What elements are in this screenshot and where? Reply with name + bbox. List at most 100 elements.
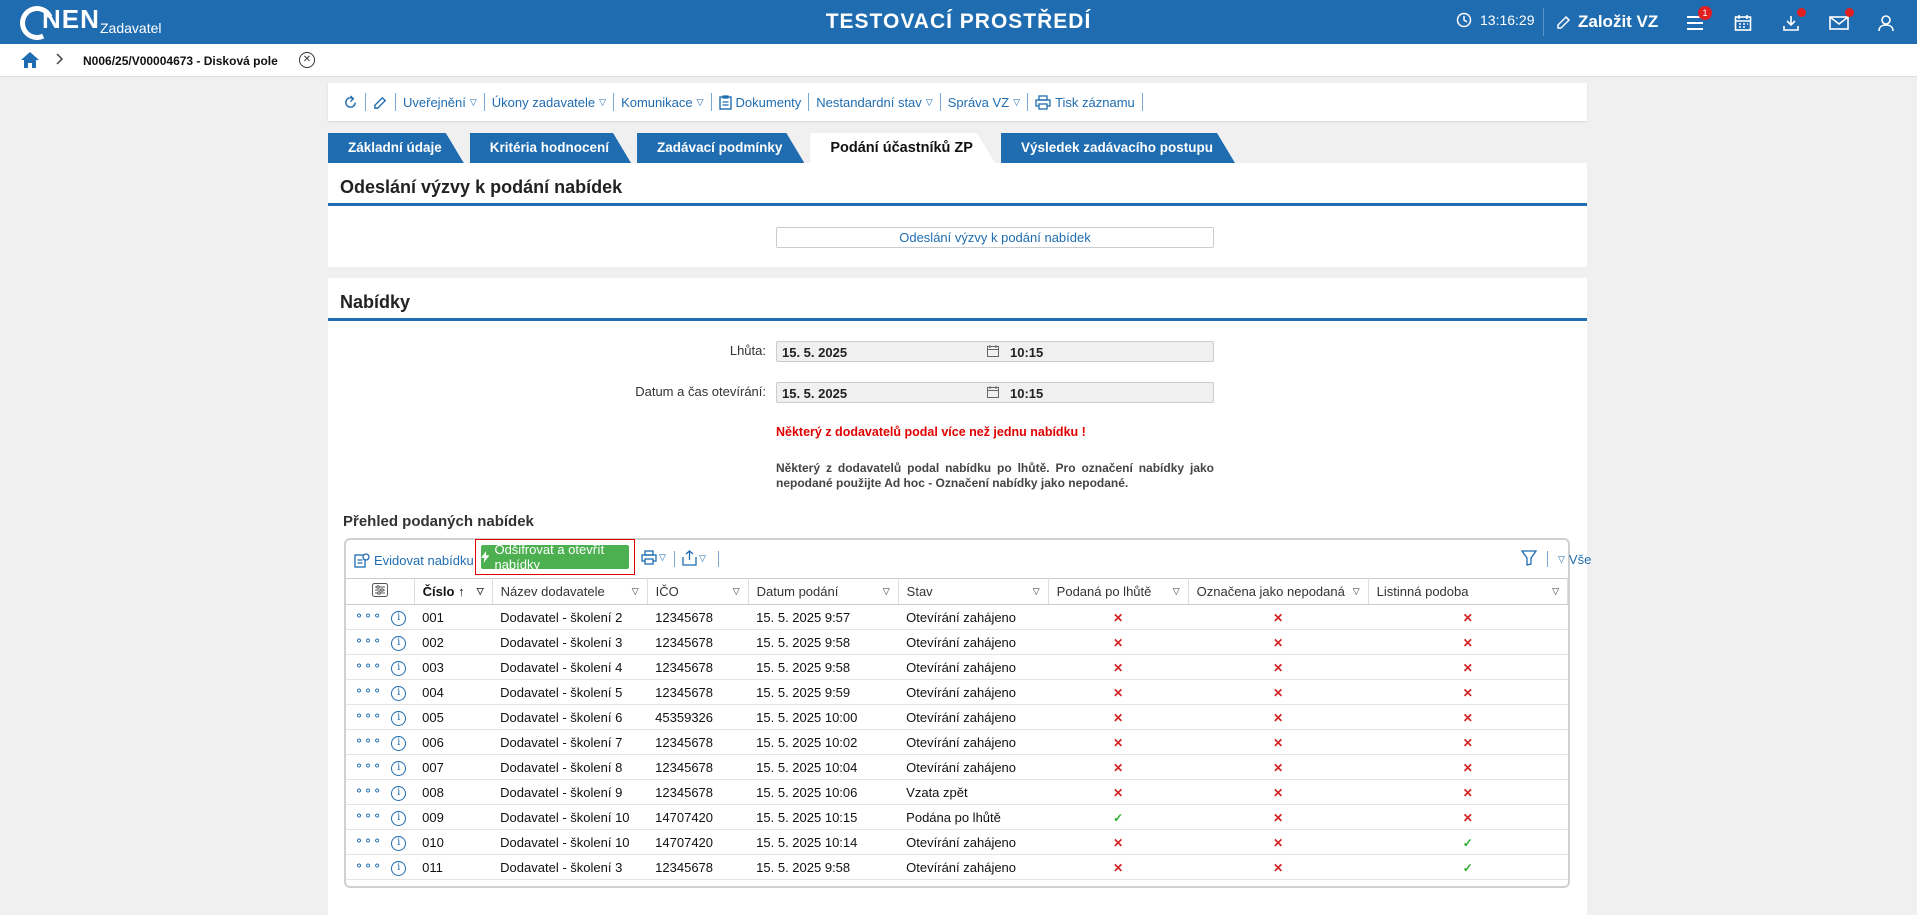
decrypt-open-button[interactable]: Odšifrovat a otevřít nabídky <box>481 542 629 572</box>
toolbar-divider <box>1141 93 1143 111</box>
offers-grid: Evidovat nabídku Odšifrovat a otevřít na… <box>344 538 1591 888</box>
tab-evaluation-criteria[interactable]: Kritéria hodnocení <box>470 133 631 163</box>
tab-tender-conditions[interactable]: Zadávací podmínky <box>637 133 804 163</box>
manage-menu[interactable]: Správa VZ ▽ <box>941 93 1027 111</box>
column-filter-icon[interactable]: ▽ <box>1352 586 1360 596</box>
more-options-icon[interactable]: ⚬⚬⚬ <box>354 834 382 848</box>
print-menu[interactable]: ▽ <box>641 550 666 565</box>
table-row[interactable]: ⚬⚬⚬ i 009 Dodavatel - školení 10 14707420 15.… <box>346 804 1568 830</box>
info-icon[interactable]: i <box>391 661 407 676</box>
documents-button[interactable]: Dokumenty <box>712 93 809 111</box>
print-record-button[interactable]: Tisk záznamu <box>1028 93 1142 111</box>
more-options-icon[interactable]: ⚬⚬⚬ <box>354 809 382 823</box>
row-actions: ⚬⚬⚬ i <box>346 679 415 705</box>
cross-icon: ✕ <box>1113 760 1124 775</box>
actions-menu[interactable]: Úkony zadavatele ▽ <box>485 93 613 111</box>
calendar-button[interactable] <box>1730 10 1756 36</box>
more-options-icon[interactable]: ⚬⚬⚬ <box>354 684 382 698</box>
send-invitation-button[interactable]: Odeslání výzvy k podání nabídek <box>776 227 1214 248</box>
table-row[interactable]: ⚬⚬⚬ i 001 Dodavatel - školení 2 12345678 15. … <box>346 604 1568 630</box>
col-not-submitted-label: Označena jako nepodaná <box>1196 584 1345 599</box>
row-actions: ⚬⚬⚬ i <box>346 654 415 680</box>
info-icon[interactable]: i <box>391 861 407 876</box>
table-row[interactable]: ⚬⚬⚬ i 006 Dodavatel - školení 7 12345678 15. … <box>346 729 1568 755</box>
communication-menu[interactable]: Komunikace ▽ <box>614 93 710 111</box>
column-filter-icon[interactable]: ▽ <box>1032 586 1040 596</box>
cell-status: Otevírání zahájeno <box>898 729 1049 755</box>
info-icon[interactable]: i <box>391 711 407 726</box>
info-icon[interactable]: i <box>391 736 407 751</box>
breadcrumb-current[interactable]: N006/25/V00004673 - Disková pole <box>83 54 278 68</box>
row-actions: ⚬⚬⚬ i <box>346 629 415 655</box>
refresh-button[interactable] <box>336 93 365 111</box>
col-ico[interactable]: IČO ▽ <box>647 578 749 605</box>
table-row[interactable]: ⚬⚬⚬ i 007 Dodavatel - školení 8 12345678 15. … <box>346 754 1568 780</box>
more-options-icon[interactable]: ⚬⚬⚬ <box>354 759 382 773</box>
info-icon[interactable]: i <box>391 811 407 826</box>
close-icon[interactable]: ✕ <box>299 52 315 68</box>
more-options-icon[interactable]: ⚬⚬⚬ <box>354 634 382 648</box>
table-row[interactable]: ⚬⚬⚬ i 011 Dodavatel - školení 3 12345678 15. … <box>346 854 1568 880</box>
info-icon[interactable]: i <box>391 611 407 626</box>
table-row[interactable]: ⚬⚬⚬ i 010 Dodavatel - školení 10 14707420 15.… <box>346 829 1568 855</box>
column-filter-icon[interactable]: ▽ <box>1552 586 1559 596</box>
col-late[interactable]: Podaná po lhůtě ▽ <box>1048 578 1189 605</box>
more-options-icon[interactable]: ⚬⚬⚬ <box>354 784 382 798</box>
cell-not-submitted: ✕ <box>1188 704 1369 730</box>
tab-procedure-result[interactable]: Výsledek zadávacího postupu <box>1001 133 1235 163</box>
cross-icon: ✕ <box>1113 660 1124 675</box>
cell-supplier: Dodavatel - školení 3 <box>492 854 648 880</box>
cell-late: ✕ <box>1048 854 1189 880</box>
cell-late: ✕ <box>1048 629 1189 655</box>
table-row[interactable]: ⚬⚬⚬ i 008 Dodavatel - školení 9 12345678 15. … <box>346 779 1568 805</box>
column-filter-icon[interactable]: ▽ <box>732 586 740 596</box>
cross-icon: ✕ <box>1273 785 1284 800</box>
downloads-button[interactable] <box>1778 8 1806 36</box>
calendar-icon <box>987 345 999 360</box>
view-all-menu[interactable]: ▽ Vše <box>1558 552 1591 567</box>
column-filter-icon[interactable]: ▽ <box>1172 586 1180 596</box>
col-submission-date[interactable]: Datum podání ▽ <box>748 578 899 605</box>
cross-icon: ✕ <box>1113 860 1124 875</box>
cell-not-submitted: ✕ <box>1188 729 1369 755</box>
cell-supplier: Dodavatel - školení 6 <box>492 704 648 730</box>
cell-supplier: Dodavatel - školení 4 <box>492 654 648 680</box>
column-filter-icon[interactable]: ▽ <box>631 586 639 596</box>
col-supplier[interactable]: Název dodavatele ▽ <box>492 578 648 605</box>
column-filter-icon[interactable]: ▽ <box>882 586 890 596</box>
cell-paper-form: ✕ <box>1368 604 1568 630</box>
export-menu[interactable]: ▽ <box>682 550 706 566</box>
info-icon[interactable]: i <box>391 761 407 776</box>
table-row[interactable]: ⚬⚬⚬ i 004 Dodavatel - školení 5 12345678 15. … <box>346 679 1568 705</box>
more-options-icon[interactable]: ⚬⚬⚬ <box>354 709 382 723</box>
more-options-icon[interactable]: ⚬⚬⚬ <box>354 734 382 748</box>
info-icon[interactable]: i <box>391 786 407 801</box>
messages-button[interactable] <box>1826 8 1854 36</box>
col-status[interactable]: Stav ▽ <box>898 578 1049 605</box>
more-options-icon[interactable]: ⚬⚬⚬ <box>354 609 382 623</box>
more-options-icon[interactable]: ⚬⚬⚬ <box>354 659 382 673</box>
column-settings-button[interactable] <box>346 578 415 605</box>
nonstandard-menu[interactable]: Nestandardní stav ▽ <box>809 93 939 111</box>
publish-menu[interactable]: Uveřejnění ▽ <box>396 93 484 111</box>
col-paper-form[interactable]: Listinná podoba ▽ <box>1368 578 1569 605</box>
menu-button[interactable]: 1 <box>1682 6 1712 36</box>
register-offer-button[interactable]: Evidovat nabídku <box>354 552 474 568</box>
column-filter-icon[interactable]: ▽ <box>476 586 484 596</box>
user-profile-button[interactable] <box>1873 10 1899 36</box>
create-vz-button[interactable]: Založit VZ <box>1556 8 1658 36</box>
col-not-submitted[interactable]: Označena jako nepodaná ▽ <box>1188 578 1369 605</box>
info-icon[interactable]: i <box>391 686 407 701</box>
filter-button[interactable] <box>1520 550 1538 569</box>
home-button[interactable] <box>20 51 40 72</box>
info-icon[interactable]: i <box>391 636 407 651</box>
tab-basic-info[interactable]: Základní údaje <box>328 133 464 163</box>
edit-button[interactable] <box>366 93 395 111</box>
more-options-icon[interactable]: ⚬⚬⚬ <box>354 859 382 873</box>
tab-submissions[interactable]: Podání účastníků ZP <box>810 133 995 163</box>
table-row[interactable]: ⚬⚬⚬ i 005 Dodavatel - školení 6 45359326 15. … <box>346 704 1568 730</box>
table-row[interactable]: ⚬⚬⚬ i 003 Dodavatel - školení 4 12345678 15. … <box>346 654 1568 680</box>
col-number[interactable]: Číslo ↑ ▽ <box>414 578 493 605</box>
info-icon[interactable]: i <box>391 836 407 851</box>
table-row[interactable]: ⚬⚬⚬ i 002 Dodavatel - školení 3 12345678 15. … <box>346 629 1568 655</box>
